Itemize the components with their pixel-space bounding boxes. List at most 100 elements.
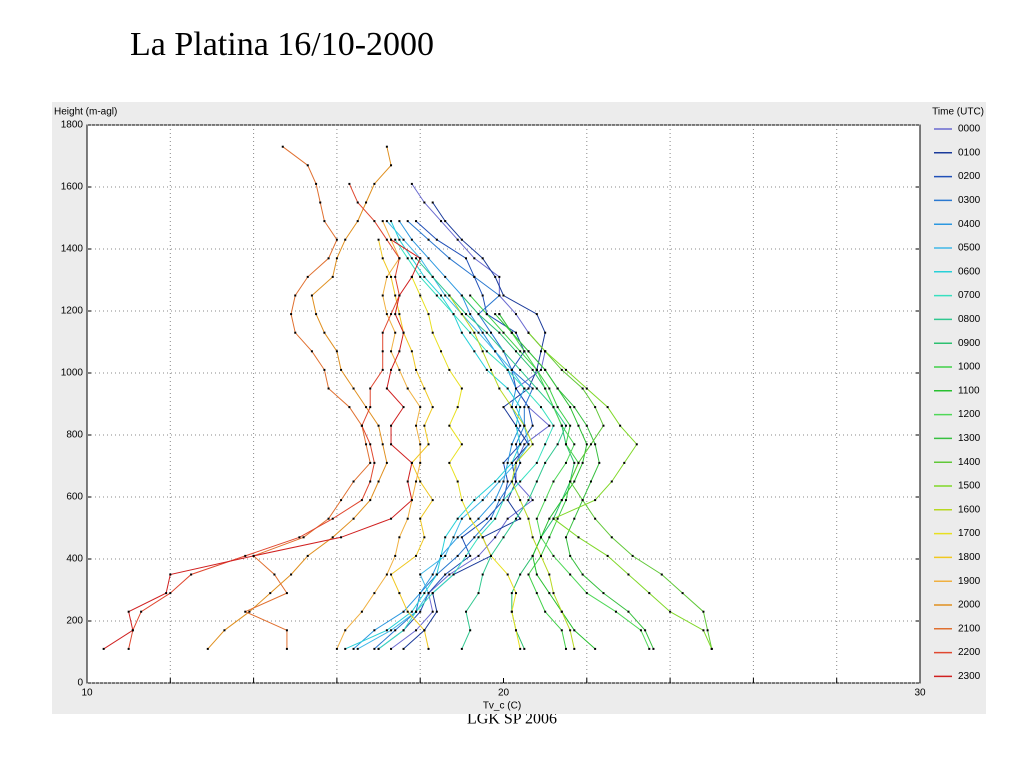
data-point [369, 499, 372, 502]
data-point [502, 499, 505, 502]
data-point [381, 294, 384, 297]
data-point [423, 592, 426, 595]
data-point [606, 406, 609, 409]
data-point [506, 480, 509, 483]
data-point [498, 313, 501, 316]
data-point [531, 368, 534, 371]
data-point [473, 499, 476, 502]
data-point [377, 480, 380, 483]
data-point [506, 517, 509, 520]
data-point [589, 480, 592, 483]
data-point [427, 443, 430, 446]
data-point [514, 480, 517, 483]
data-point [519, 461, 522, 464]
data-point [460, 313, 463, 316]
data-point [394, 629, 397, 632]
data-point [527, 517, 530, 520]
data-point [548, 592, 551, 595]
data-point [606, 554, 609, 557]
legend-label: 0200 [958, 171, 981, 182]
data-point [406, 257, 409, 260]
data-point [573, 517, 576, 520]
data-point [169, 592, 172, 595]
data-point [481, 257, 484, 260]
data-point [415, 629, 418, 632]
data-point [544, 610, 547, 613]
legend-label: 0900 [958, 338, 981, 349]
data-point [569, 424, 572, 427]
data-point [431, 610, 434, 613]
data-point [569, 554, 572, 557]
data-point [469, 517, 472, 520]
data-point [548, 387, 551, 390]
data-point [398, 536, 401, 539]
data-point [556, 443, 559, 446]
data-point [423, 387, 426, 390]
data-point [352, 480, 355, 483]
data-point [385, 220, 388, 223]
data-point [381, 443, 384, 446]
data-point [390, 220, 393, 223]
data-point [373, 461, 376, 464]
data-point [594, 406, 597, 409]
data-point [385, 573, 388, 576]
data-point [431, 406, 434, 409]
data-point [585, 443, 588, 446]
data-point [381, 350, 384, 353]
profile-line [345, 220, 521, 650]
data-point [594, 499, 597, 502]
data-point [585, 387, 588, 390]
data-point [419, 592, 422, 595]
data-point [498, 331, 501, 334]
data-point [369, 443, 372, 446]
data-point [356, 647, 359, 650]
y-axis-label: Height (m-agl) [54, 107, 117, 118]
data-point [573, 461, 576, 464]
data-point [548, 573, 551, 576]
data-point [419, 461, 422, 464]
data-point [535, 592, 538, 595]
data-point [627, 573, 630, 576]
data-point [427, 647, 430, 650]
data-point [385, 387, 388, 390]
data-point [494, 480, 497, 483]
data-point [519, 406, 522, 409]
data-point [398, 220, 401, 223]
data-point [285, 647, 288, 650]
data-point [710, 647, 713, 650]
data-point [390, 368, 393, 371]
data-point [465, 554, 468, 557]
data-point [460, 294, 463, 297]
legend-label: 0500 [958, 243, 981, 254]
data-point [552, 592, 555, 595]
data-point [394, 331, 397, 334]
data-point [585, 424, 588, 427]
data-point [535, 313, 538, 316]
data-point [294, 331, 297, 334]
data-point [535, 480, 538, 483]
data-point [577, 424, 580, 427]
data-point [448, 573, 451, 576]
data-point [564, 368, 567, 371]
legend-label: 0000 [958, 124, 981, 135]
data-point [323, 368, 326, 371]
data-point [477, 554, 480, 557]
data-point [485, 331, 488, 334]
data-point [494, 517, 497, 520]
data-point [564, 647, 567, 650]
data-point [560, 499, 563, 502]
data-point [440, 220, 443, 223]
data-point [369, 387, 372, 390]
data-point [415, 257, 418, 260]
data-point [373, 592, 376, 595]
data-point [419, 573, 422, 576]
data-point [569, 406, 572, 409]
data-point [519, 499, 522, 502]
data-point [327, 517, 330, 520]
data-point [410, 182, 413, 185]
data-point [452, 313, 455, 316]
data-point [385, 461, 388, 464]
data-point [460, 443, 463, 446]
data-point [419, 406, 422, 409]
data-point [702, 610, 705, 613]
